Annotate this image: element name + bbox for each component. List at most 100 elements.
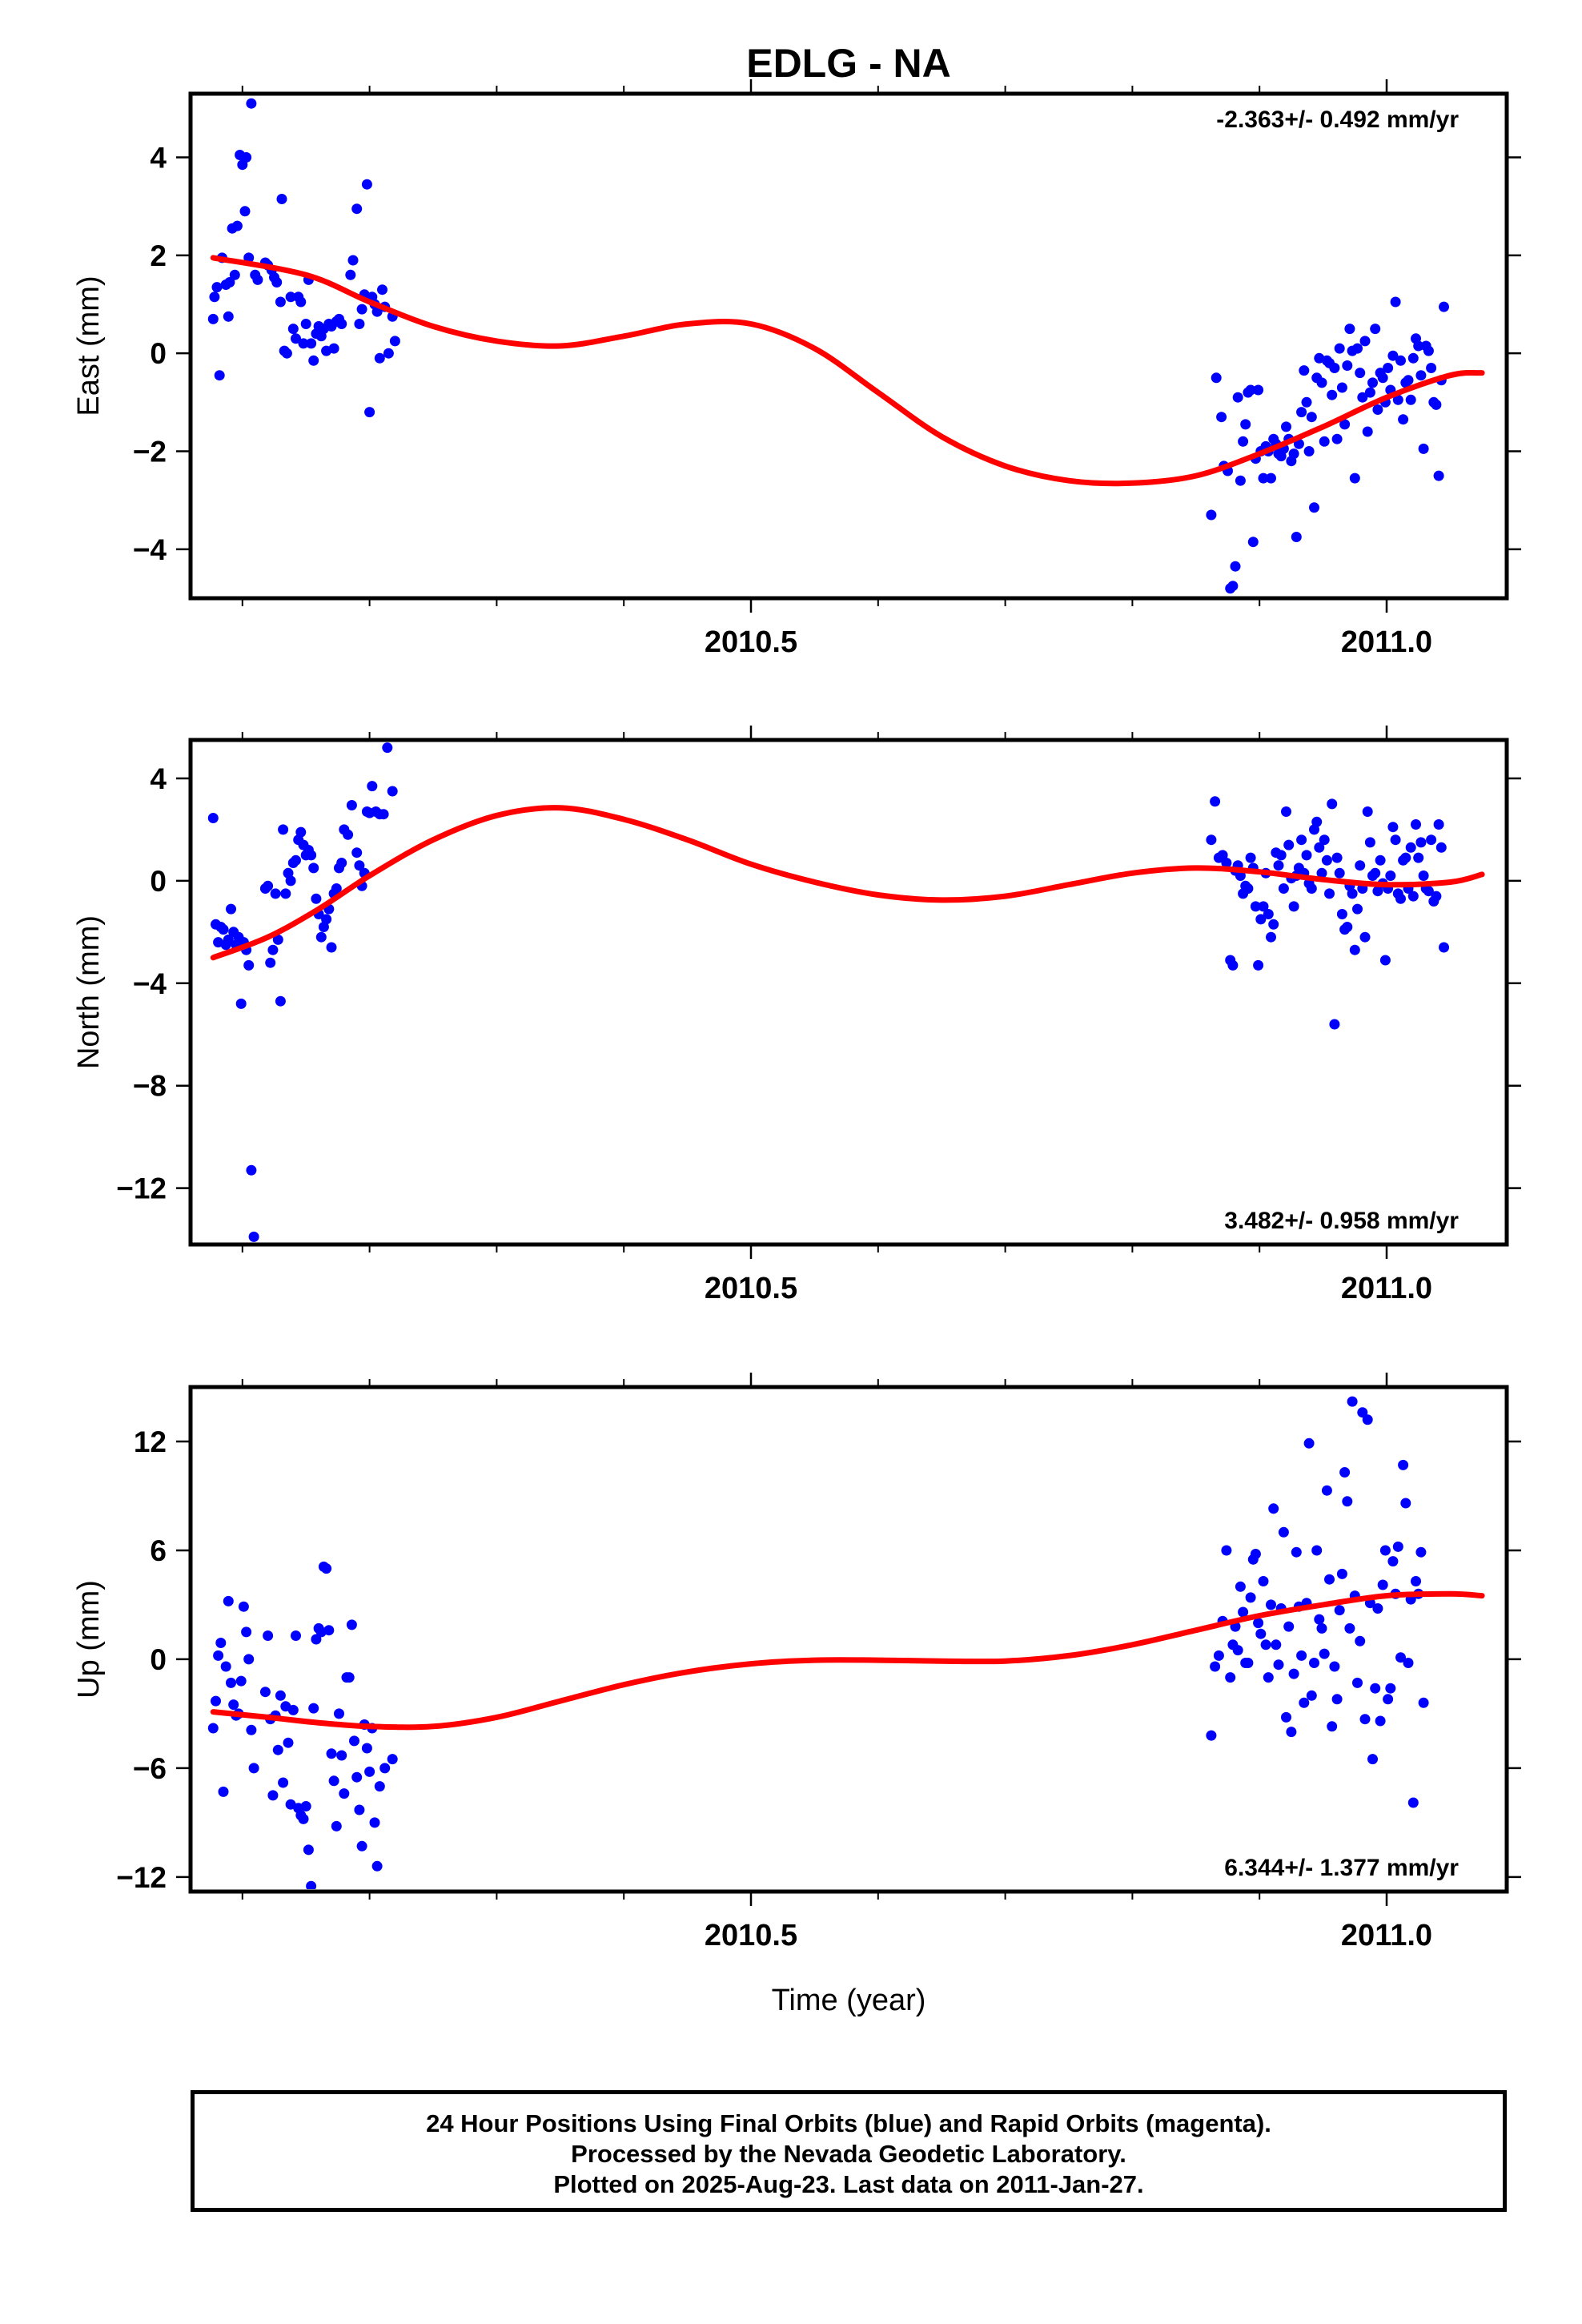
data-point xyxy=(374,1781,385,1792)
data-point xyxy=(1413,340,1424,352)
data-point xyxy=(272,934,283,945)
data-point xyxy=(1273,860,1284,871)
data-point xyxy=(1362,1414,1373,1425)
data-point xyxy=(351,847,363,858)
data-point xyxy=(1206,509,1217,521)
data-point xyxy=(1347,888,1358,899)
panel-2: 2010.5 2011.0 −12 −8 −4 0 4 North (mm) 3.482+/- … xyxy=(72,726,1521,1305)
data-point xyxy=(1349,944,1360,955)
data-point xyxy=(1311,1545,1323,1556)
panel-1: 2010.5 2011.0 −4 −2 0 2 4 East (mm) -2.363+/- 0.… xyxy=(72,79,1521,659)
data-point xyxy=(1227,581,1239,592)
data-point xyxy=(1263,1672,1274,1683)
data-point xyxy=(226,903,236,915)
data-point xyxy=(1426,363,1437,373)
data-point xyxy=(1299,1697,1310,1708)
data-point xyxy=(1352,343,1363,354)
data-point xyxy=(213,1650,224,1661)
data-point xyxy=(1336,382,1347,393)
data-point xyxy=(339,1788,350,1799)
data-point xyxy=(272,1744,283,1755)
data-point xyxy=(1327,389,1338,400)
data-point xyxy=(334,1708,344,1719)
data-point xyxy=(1415,370,1427,381)
data-point xyxy=(231,220,243,231)
data-point xyxy=(1283,1621,1295,1632)
data-point xyxy=(1260,1639,1271,1651)
data-point xyxy=(1253,384,1264,396)
panel-3: 2010.5 2011.0 −12 −6 0 6 12 Up (mm) 6.344+/- 1.3… xyxy=(72,1373,1521,1952)
data-point xyxy=(1439,942,1449,953)
data-point xyxy=(241,1626,252,1638)
data-point xyxy=(1324,888,1335,899)
data-point xyxy=(1367,1754,1378,1765)
data-point xyxy=(1316,1622,1327,1634)
data-point xyxy=(1235,475,1246,486)
data-point xyxy=(377,284,387,296)
data-point xyxy=(238,1601,249,1612)
data-point xyxy=(207,813,219,823)
data-point xyxy=(1418,1697,1429,1708)
data-point xyxy=(1400,1498,1411,1509)
data-point xyxy=(1232,392,1243,403)
y-tick-label: 4 xyxy=(150,142,167,175)
data-point xyxy=(275,1690,286,1701)
data-point xyxy=(1415,837,1427,848)
data-point xyxy=(1243,883,1254,894)
data-point xyxy=(226,1677,236,1688)
data-point xyxy=(326,1748,337,1759)
data-point xyxy=(1372,1603,1383,1614)
data-point xyxy=(1411,819,1421,830)
data-point xyxy=(1375,854,1386,866)
data-point xyxy=(248,1763,259,1774)
plot-area xyxy=(207,98,1485,594)
data-point xyxy=(1377,372,1388,384)
data-point xyxy=(1405,842,1416,853)
data-point xyxy=(1398,1459,1409,1470)
data-point xyxy=(1342,360,1353,371)
data-point xyxy=(1247,537,1259,548)
data-point xyxy=(354,319,365,329)
data-point xyxy=(275,296,286,308)
data-point xyxy=(1390,834,1401,846)
data-point xyxy=(1385,1683,1396,1694)
data-point xyxy=(298,338,309,349)
data-point xyxy=(346,1619,357,1630)
data-point xyxy=(354,860,365,871)
data-point xyxy=(1281,806,1291,817)
data-point xyxy=(346,800,357,810)
y-tick-label: −8 xyxy=(133,1070,167,1103)
data-point xyxy=(321,914,332,925)
data-point xyxy=(223,934,234,945)
data-point xyxy=(1390,296,1401,308)
data-point xyxy=(1334,867,1345,879)
rate-label: 6.344+/- 1.377 mm/yr xyxy=(1224,1855,1459,1881)
data-point xyxy=(1339,1467,1351,1478)
data-point xyxy=(1210,1661,1221,1672)
data-point xyxy=(382,742,393,754)
footer-line-2: Processed by the Nevada Geodetic Laborat… xyxy=(571,2140,1126,2168)
data-point xyxy=(367,781,378,792)
data-point xyxy=(1303,1437,1315,1449)
data-point xyxy=(263,880,274,891)
data-point xyxy=(207,1723,219,1734)
data-point xyxy=(1306,1690,1317,1701)
plot-frame xyxy=(188,91,1509,601)
data-point xyxy=(1327,798,1338,810)
x-tick-label: 2010.5 xyxy=(705,1919,797,1952)
data-point xyxy=(1431,891,1442,902)
data-point xyxy=(1288,448,1299,460)
data-point xyxy=(223,311,234,322)
data-point xyxy=(1435,842,1447,853)
data-point xyxy=(246,1164,257,1176)
data-point xyxy=(1319,834,1330,846)
data-point xyxy=(374,352,385,364)
data-point xyxy=(1291,1546,1302,1558)
footer-box: 24 Hour Positions Using Final Orbits (bl… xyxy=(191,2090,1507,2212)
data-point xyxy=(1423,345,1434,356)
data-point xyxy=(1316,867,1327,879)
data-point xyxy=(1405,394,1416,405)
data-point xyxy=(308,355,319,366)
data-point xyxy=(1370,867,1381,879)
data-point xyxy=(228,1699,239,1711)
